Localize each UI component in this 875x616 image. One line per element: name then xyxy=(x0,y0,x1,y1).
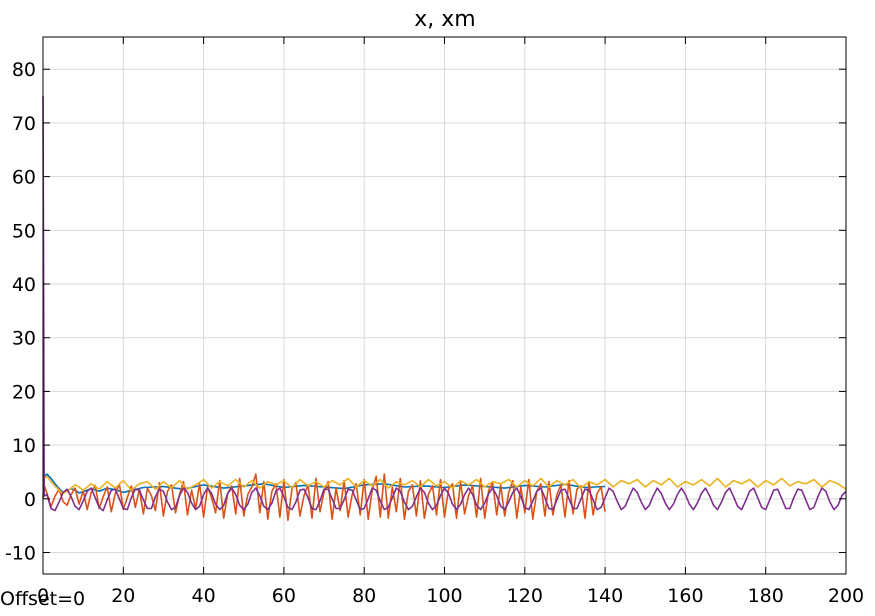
y-tick-label: 30 xyxy=(12,328,36,350)
offset-label: Offset=0 xyxy=(0,588,86,610)
y-tick-label: 10 xyxy=(12,435,36,457)
tick-labels: 0 20 40 60 80 100 120 140 160 180 200-100102030405… xyxy=(5,59,864,607)
axis-ticks xyxy=(42,37,847,574)
x-tick-label: 20 xyxy=(111,585,135,607)
series-line-2 xyxy=(42,473,606,522)
x-tick-label: 0 xyxy=(37,585,49,607)
series-line-4 xyxy=(42,96,847,512)
x-tick-label: 60 xyxy=(272,585,296,607)
y-tick-label: 40 xyxy=(12,274,36,296)
x-tick-label: 200 xyxy=(828,585,864,607)
x-tick-label: 140 xyxy=(587,585,623,607)
x-tick-label: 180 xyxy=(748,585,784,607)
y-tick-label: 20 xyxy=(12,381,36,403)
x-tick-label: 100 xyxy=(426,585,462,607)
y-tick-label: 60 xyxy=(12,167,36,189)
series-line-3 xyxy=(42,475,847,499)
series-layer xyxy=(42,96,847,522)
y-tick-label: 50 xyxy=(12,220,36,242)
y-tick-label: 80 xyxy=(12,59,36,81)
x-tick-label: 80 xyxy=(352,585,376,607)
y-tick-label: 0 xyxy=(24,489,36,511)
x-tick-label: 160 xyxy=(667,585,703,607)
chart-title: x, xm xyxy=(414,7,475,32)
x-tick-label: 40 xyxy=(192,585,216,607)
x-tick-label: 120 xyxy=(507,585,543,607)
y-tick-label: -10 xyxy=(5,543,36,565)
y-tick-label: 70 xyxy=(12,113,36,135)
